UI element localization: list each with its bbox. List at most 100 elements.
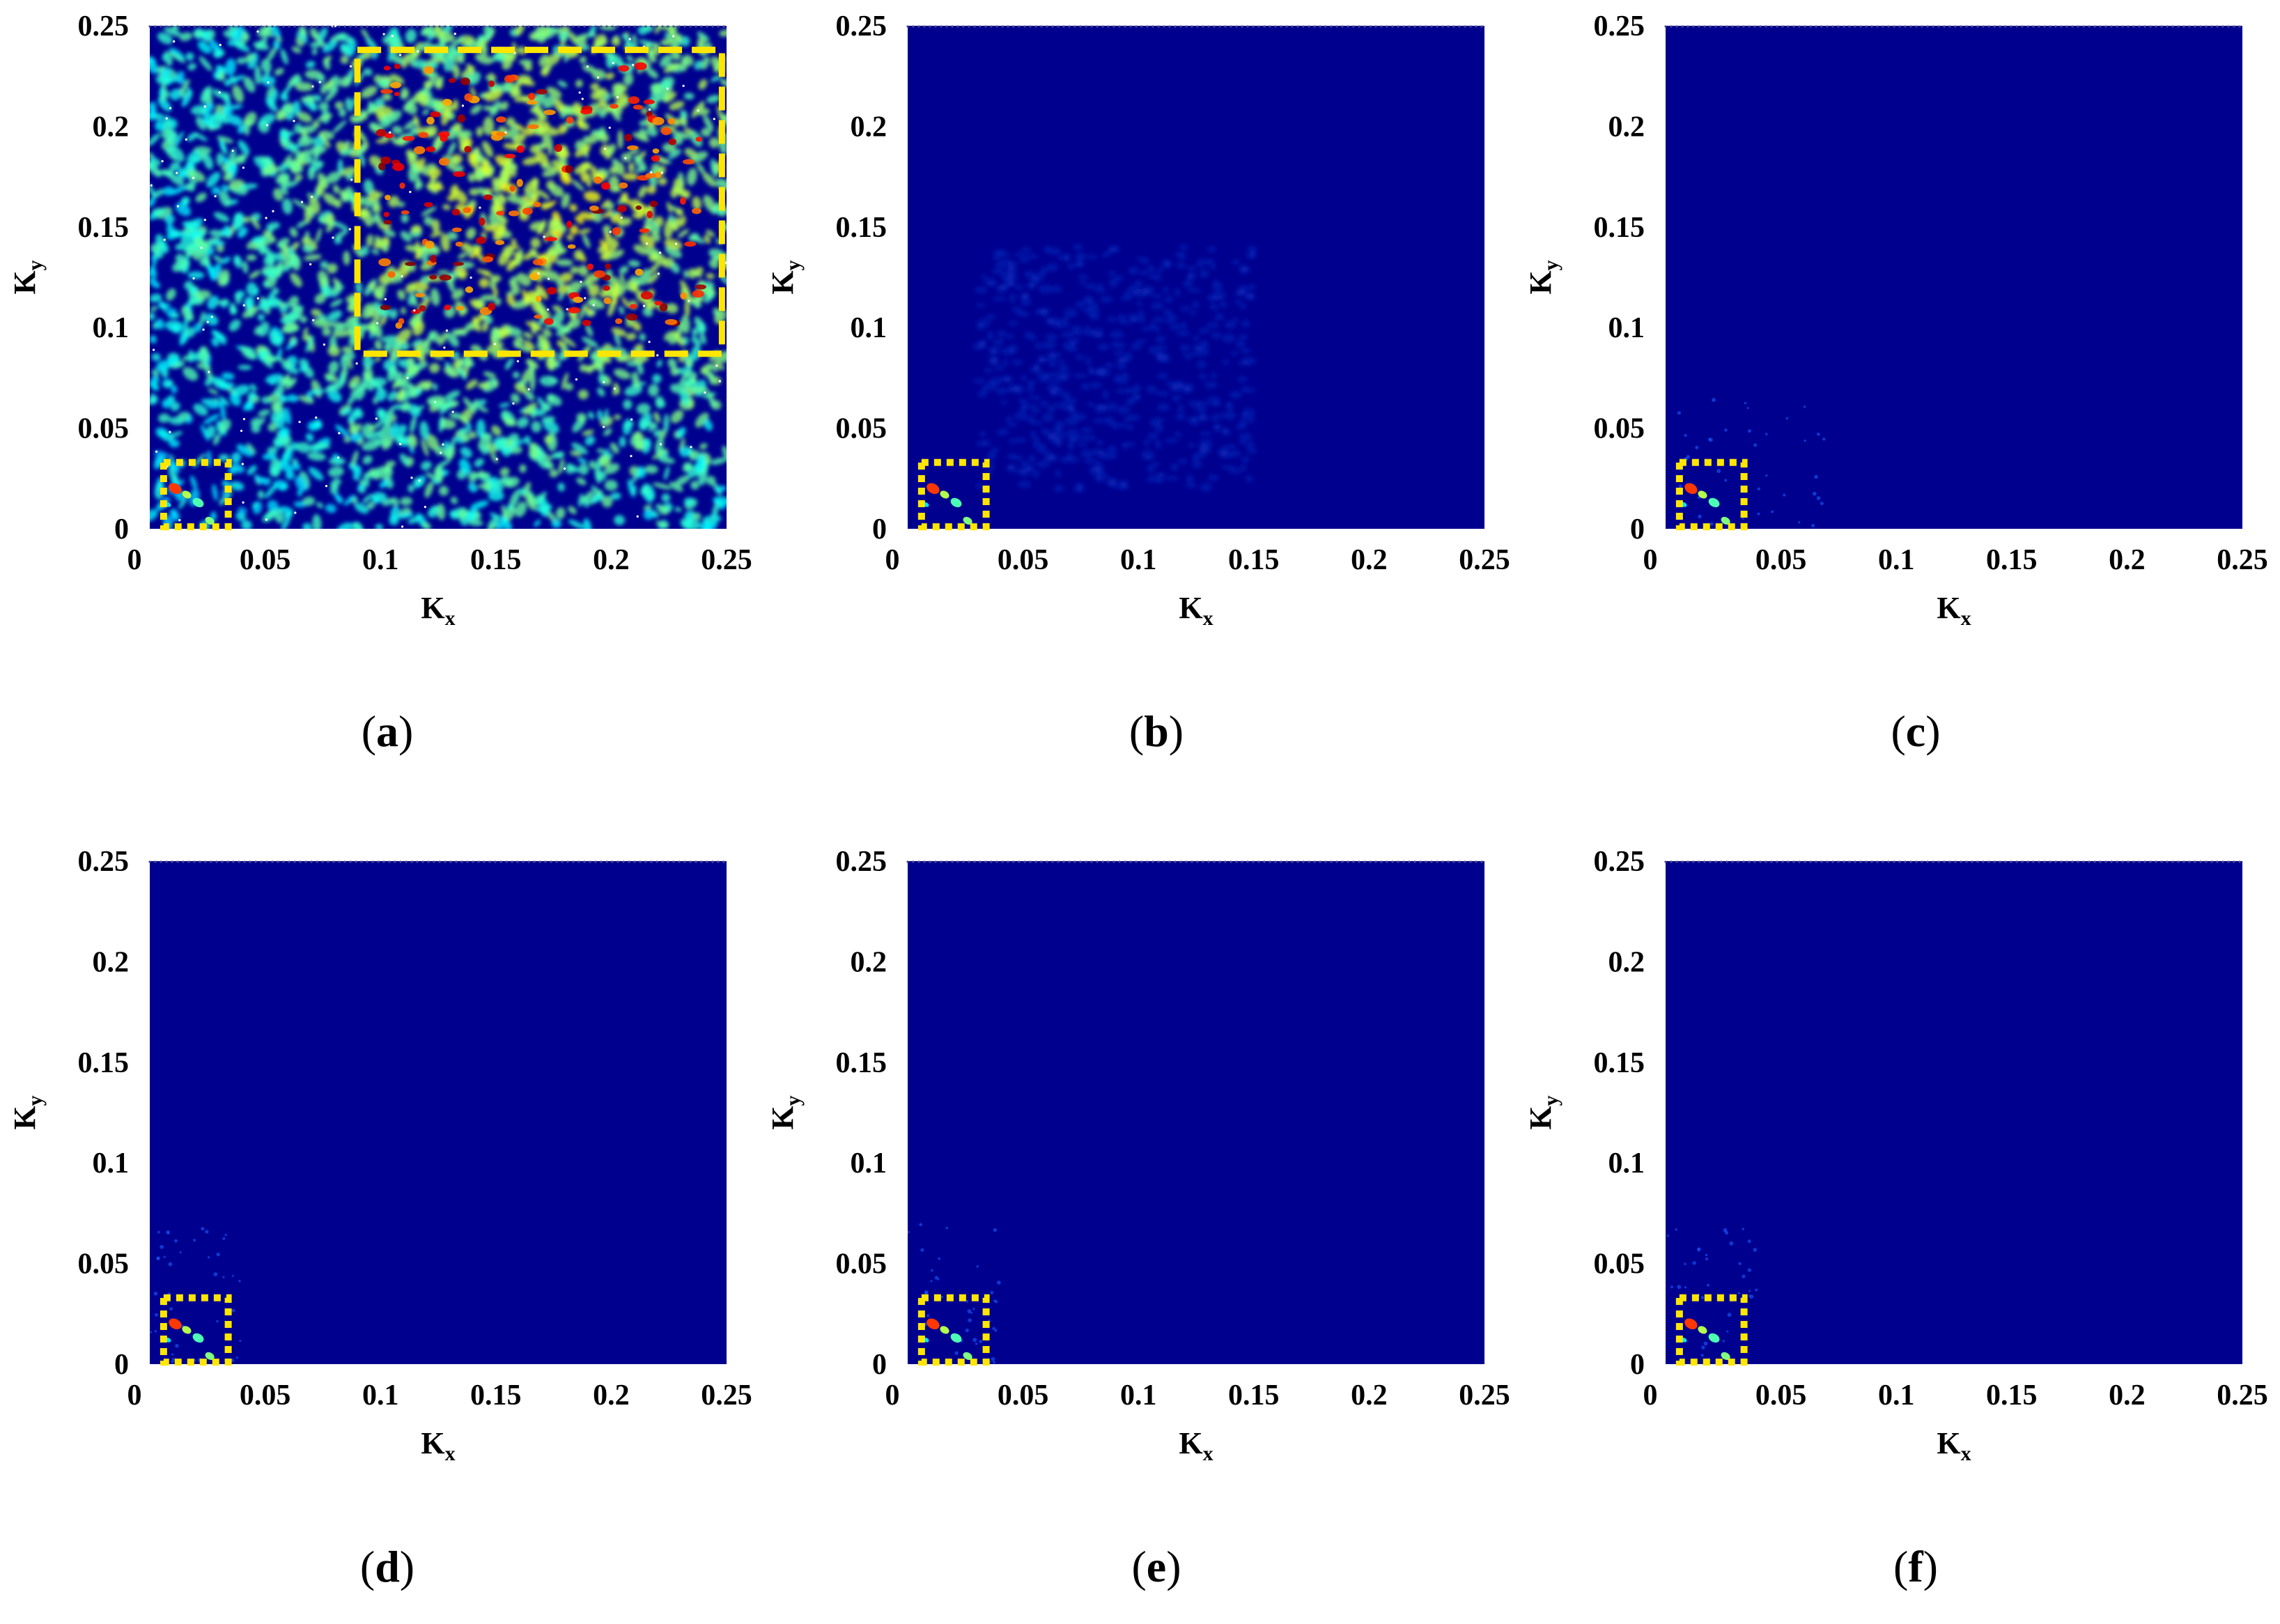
top-edge-dot: [332, 25, 335, 28]
top-edge-dot: [1854, 25, 1856, 28]
speckle-mark: [379, 316, 387, 326]
top-edge-dot: [1218, 25, 1221, 28]
hot-spot: [580, 109, 593, 115]
x-axis-label: Kx: [1179, 591, 1213, 630]
speckle-mark: [267, 291, 276, 308]
hot-spot: [440, 134, 448, 142]
speckle-mark: [369, 468, 382, 480]
top-edge-dot: [577, 25, 580, 28]
top-edge-dot: [2004, 25, 2007, 28]
speckle-mark: [1169, 323, 1181, 331]
trace-point: [990, 1291, 994, 1294]
speckle-mark: [1087, 254, 1097, 260]
speckle-mark: [664, 238, 683, 249]
speckle-mark: [564, 54, 571, 63]
top-edge-dot: [2155, 25, 2157, 28]
speckle-mark: [307, 451, 326, 461]
top-edge-dot: [1458, 25, 1461, 28]
speckle-mark: [591, 494, 604, 503]
speckle-mark: [626, 332, 637, 341]
top-edge-dot: [2166, 25, 2169, 28]
speckle-mark: [317, 172, 329, 189]
top-edge-dot: [1843, 25, 1845, 28]
speckle-mark: [199, 311, 205, 328]
speckle-mark: [327, 263, 338, 274]
speckle-mark: [1060, 375, 1067, 380]
top-edge-dot: [499, 25, 502, 28]
speckle-mark: [439, 419, 456, 429]
trace-point: [1692, 1261, 1696, 1265]
noise-point: [391, 35, 394, 38]
speckle-mark: [583, 191, 601, 202]
speckle-mark: [1179, 306, 1192, 311]
speckle-mark: [509, 276, 518, 286]
top-edge-dot: [1932, 860, 1934, 863]
speckle-mark: [287, 394, 299, 403]
top-edge-dot: [583, 860, 586, 863]
speckle-mark: [1089, 382, 1103, 389]
speckle-mark: [598, 26, 617, 31]
speckle-mark: [663, 413, 669, 433]
speckle-mark: [281, 311, 300, 325]
speckle-mark: [361, 29, 369, 39]
hot-spot: [535, 295, 542, 302]
speckle-mark: [298, 395, 314, 404]
top-edge-dot: [995, 860, 998, 863]
top-edge-dot: [371, 25, 374, 28]
speckle-mark: [557, 482, 565, 492]
speckle-mark: [648, 424, 657, 433]
speckle-mark: [332, 377, 346, 392]
speckle-mark: [1023, 465, 1032, 472]
speckle-mark: [176, 75, 185, 85]
top-edge-dot: [1982, 860, 1985, 863]
heatmap-speckle: [150, 26, 727, 529]
speckle-mark: [1121, 372, 1129, 378]
speckle-mark: [408, 164, 419, 183]
speckle-mark: [546, 86, 562, 98]
trace-point: [213, 1272, 218, 1276]
speckle-mark: [637, 26, 648, 36]
noise-point: [298, 420, 301, 424]
top-edge-dot: [1235, 860, 1238, 863]
speckle-mark: [1005, 334, 1014, 339]
speckle-mark: [1084, 325, 1091, 331]
speckle-mark: [151, 268, 157, 279]
speckle-mark: [663, 63, 681, 73]
speckle-mark: [1113, 373, 1121, 384]
speckle-mark: [1214, 313, 1225, 321]
speckle-mark: [638, 412, 652, 430]
low-frequency-peak: [1684, 483, 1698, 495]
top-edge-dot: [310, 860, 313, 863]
hot-spot: [544, 318, 554, 325]
speckle-mark: [626, 55, 634, 62]
top-edge-dot: [1698, 25, 1700, 28]
speckle-mark: [1113, 275, 1124, 281]
hot-spot: [545, 236, 558, 242]
top-edge-dot: [572, 860, 575, 863]
speckle-mark: [280, 185, 288, 196]
speckle-mark: [1188, 442, 1196, 448]
top-edge-dot: [656, 25, 658, 28]
speckle-mark: [241, 520, 252, 529]
trace-point: [1703, 1341, 1708, 1346]
speckle-mark: [713, 361, 725, 370]
speckle-mark: [232, 85, 244, 103]
noise-point: [192, 176, 195, 180]
speckle-mark: [540, 65, 552, 74]
speckle-mark: [614, 369, 631, 380]
speckle-mark: [474, 458, 485, 467]
top-edge-dot: [1664, 25, 1667, 28]
speckle-mark: [1046, 318, 1055, 325]
x-tick-label: 0: [885, 544, 900, 576]
top-edge-dot: [538, 860, 541, 863]
top-edge-dot: [2155, 860, 2157, 863]
speckle-mark: [156, 318, 164, 330]
speckle-mark: [236, 57, 247, 65]
top-edge-dot: [589, 25, 591, 28]
speckle-mark: [683, 371, 698, 379]
speckle-mark: [1157, 403, 1170, 412]
speckle-mark: [292, 463, 301, 470]
top-edge-dot: [2110, 25, 2113, 28]
hot-spot: [635, 268, 644, 276]
noise-point: [155, 450, 158, 453]
